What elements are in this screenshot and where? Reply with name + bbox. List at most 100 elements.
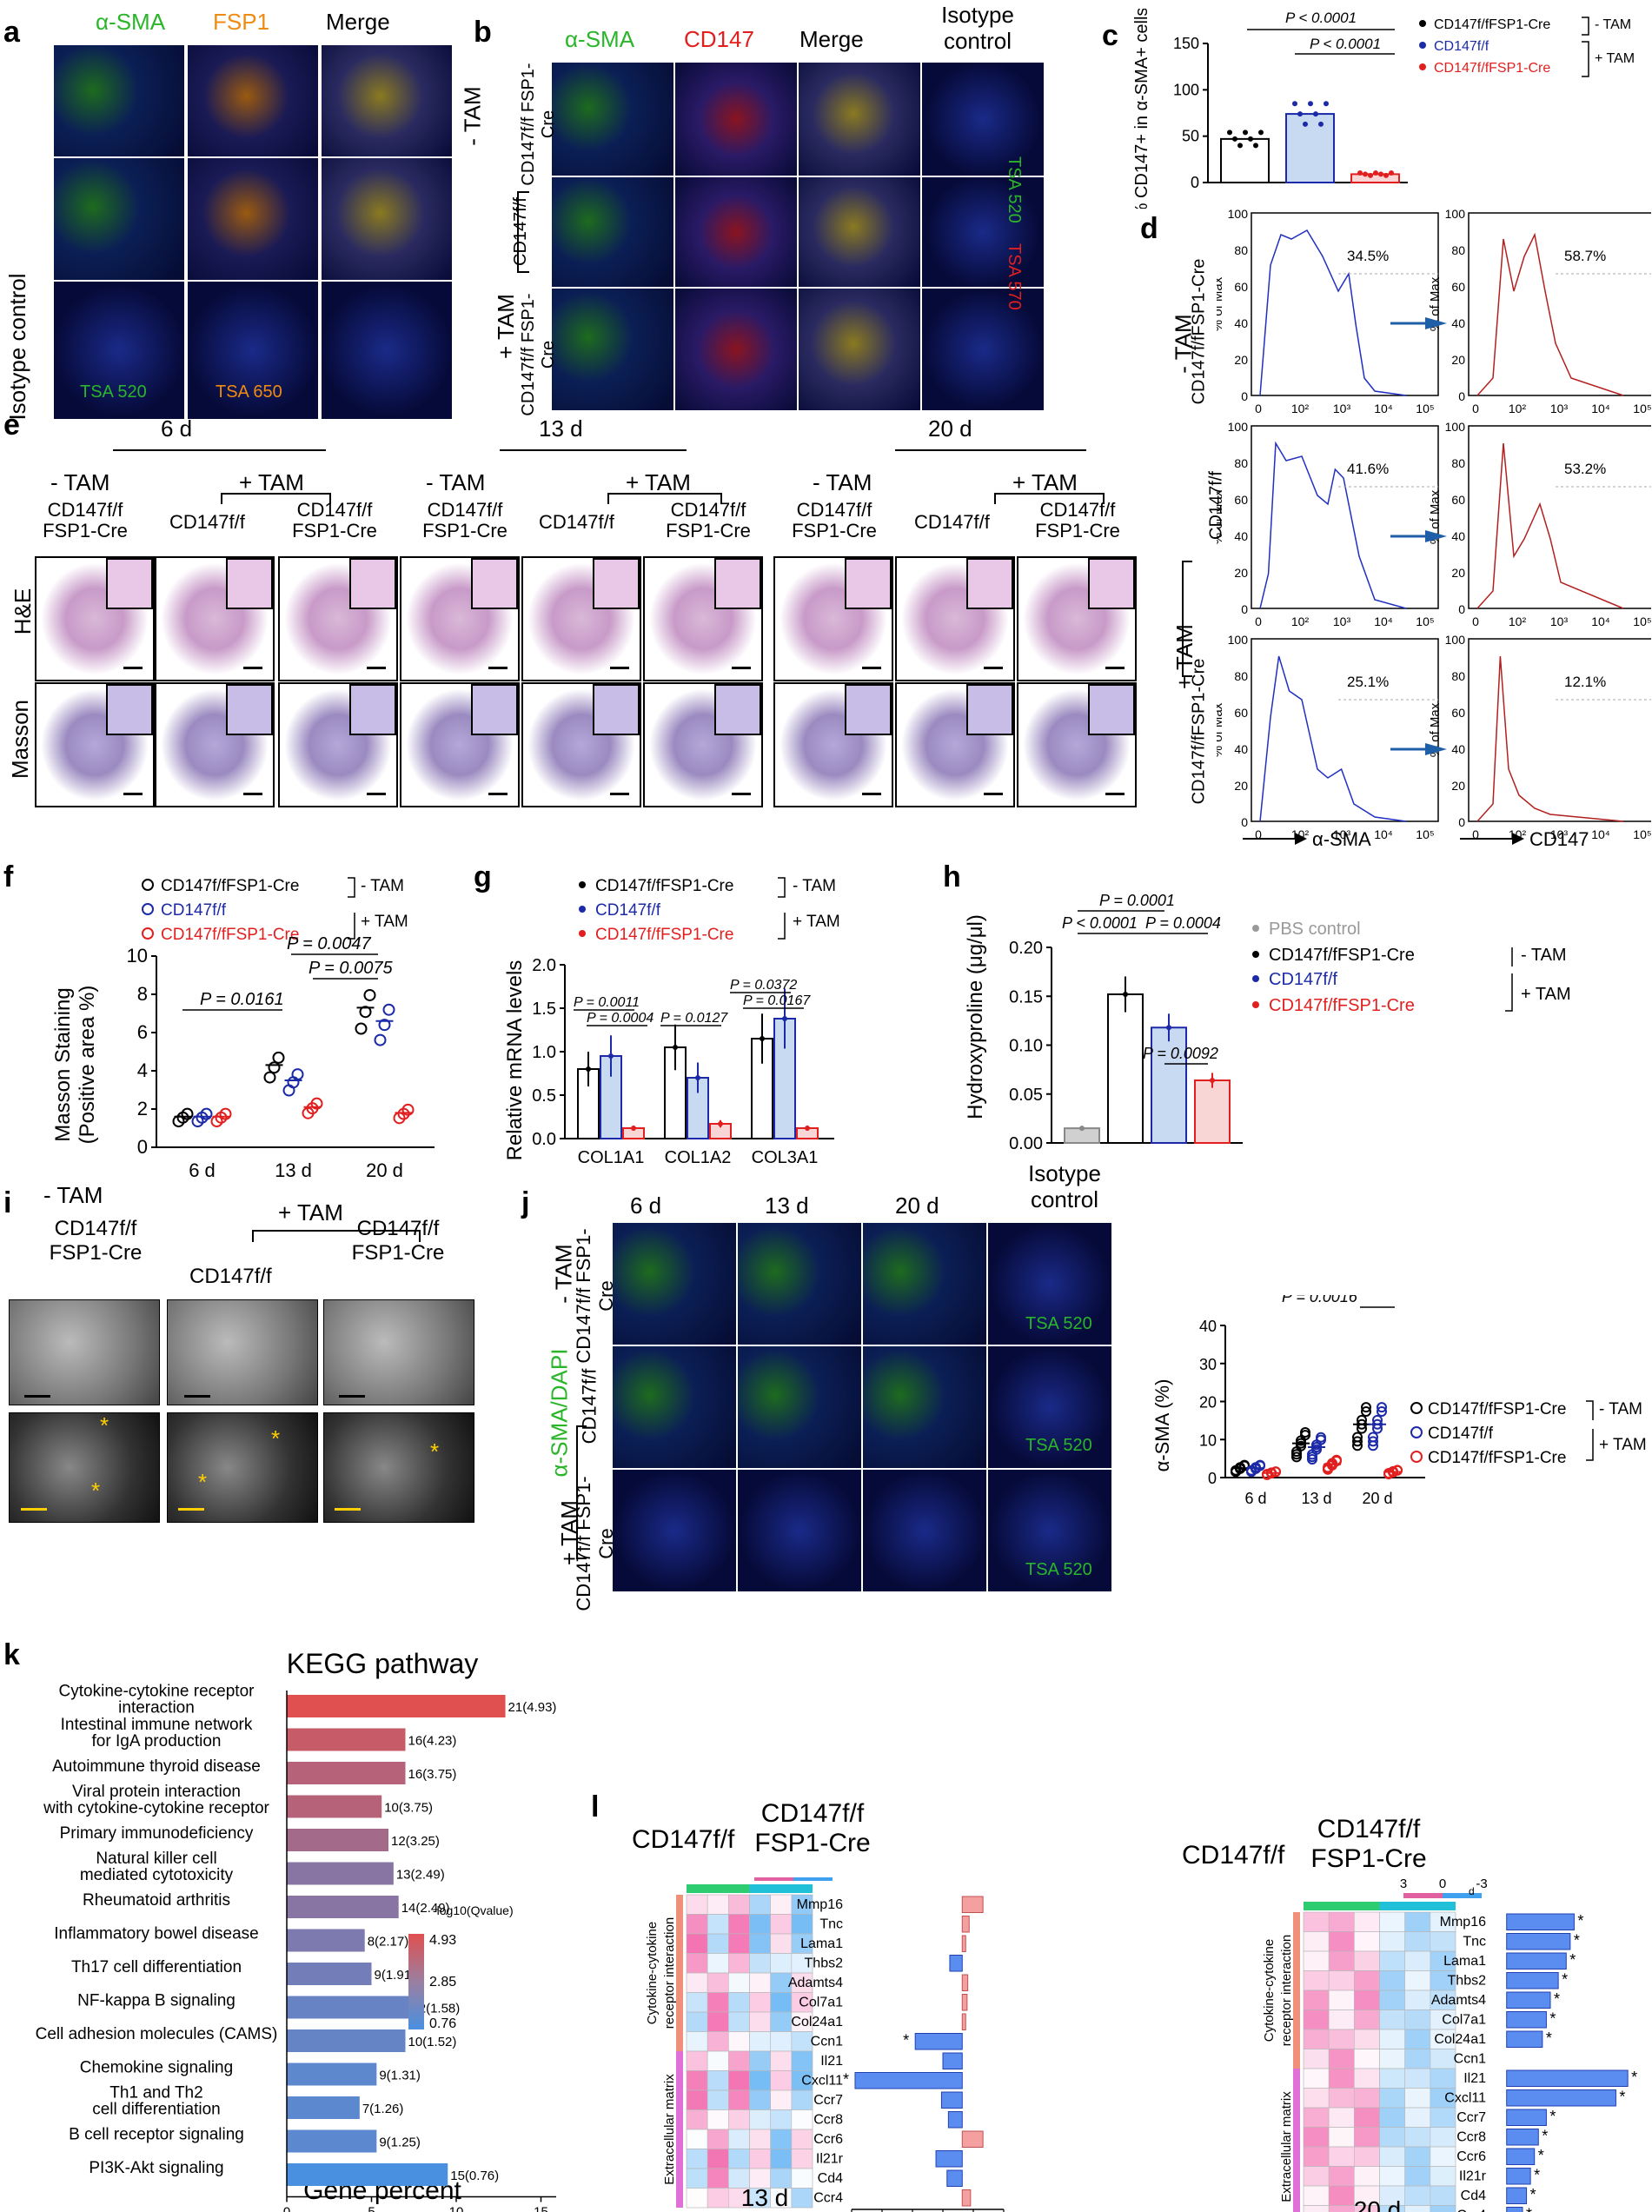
l-bar <box>1506 2089 1616 2107</box>
l-cell <box>686 1914 708 1935</box>
g-point <box>760 1036 765 1041</box>
e-notam-3: - TAM <box>813 469 872 495</box>
c-point <box>1313 111 1318 117</box>
j-legend-1: CD147f/fFSP1-Cre <box>1428 1400 1566 1418</box>
j-legend: CD147f/fFSP1-Cre CD147f/f CD147f/fFSP1-C… <box>1410 1400 1647 1467</box>
l-cell <box>1328 2068 1355 2089</box>
k-bar <box>287 1829 388 1851</box>
c-bar <box>1285 113 1335 183</box>
l-cell <box>707 2050 729 2071</box>
a-img-merge-zoom <box>320 156 454 282</box>
i-tam: + TAM <box>278 1199 343 1226</box>
chart-l: Cytokine-cytokine receptor interactionExt… <box>645 1877 1637 2212</box>
e-g3-b: CD147f/f FSP1-Cre <box>666 499 751 541</box>
data-point <box>1311 1439 1322 1451</box>
l-cell <box>1430 2049 1456 2069</box>
xtick-label: 20 d <box>1362 1490 1392 1507</box>
l-cell <box>770 2070 793 2091</box>
d-xtick: 10⁵ <box>1416 402 1434 415</box>
k-category: interaction <box>118 1699 195 1717</box>
g-point <box>695 1075 700 1080</box>
b-tam-bracket <box>517 191 529 273</box>
k-bar-label: 21(4.93) <box>508 1700 556 1715</box>
c-annot-1: P < 0.0001 <box>1285 10 1357 26</box>
k-category: with cytokine-cytokine receptor <box>43 1799 269 1817</box>
a-tsa520: TSA 520 <box>80 382 147 402</box>
l-cell <box>770 1914 793 1935</box>
ytick-label: 0 <box>1208 1470 1217 1487</box>
l-cell <box>1379 2009 1405 2030</box>
l-cell <box>1354 2088 1380 2109</box>
l-cell <box>1379 1931 1405 1952</box>
e-g2-a: CD147f/f <box>169 511 245 533</box>
e-inset <box>349 558 396 609</box>
l-sig: * <box>1549 2108 1556 2125</box>
l-cell <box>707 2070 729 2091</box>
e-img-1-2 <box>278 682 398 807</box>
l-cell <box>1328 2127 1355 2148</box>
l-cell <box>1303 2127 1330 2148</box>
d-xtick: 10³ <box>1550 402 1569 415</box>
d-ytick: 0 <box>1458 602 1465 616</box>
data-point <box>359 1006 372 1019</box>
l-cell <box>728 2109 750 2130</box>
h-point <box>1123 992 1128 997</box>
c-point <box>1292 101 1297 107</box>
data-point <box>1377 1406 1387 1418</box>
l-cell <box>1379 2049 1405 2069</box>
l-gene: Ccr8 <box>1456 2130 1486 2145</box>
l-cell <box>749 1992 771 2013</box>
d-xtick: 10⁴ <box>1374 402 1393 415</box>
l-cell <box>1328 2205 1355 2212</box>
g-ytick-label: 0.5 <box>532 1086 556 1106</box>
data-point <box>1307 1449 1317 1460</box>
f-legend-1: CD147f/fFSP1-Cre <box>161 877 299 895</box>
g-ytick-label: 1.5 <box>532 1000 556 1019</box>
i-star-5: * <box>430 1438 440 1465</box>
e-header <box>113 449 1105 504</box>
d-frame <box>1251 425 1439 609</box>
ytick-label: 10 <box>127 945 148 967</box>
e-img-0-0 <box>35 556 155 681</box>
l-cell <box>1430 2166 1456 2187</box>
k-xtick-label: 5 <box>368 2205 375 2212</box>
l-sig: * <box>1534 2167 1540 2184</box>
d-ytick: 60 <box>1451 706 1465 720</box>
ytick-label: 8 <box>137 983 148 1005</box>
e-scalebar <box>243 793 262 795</box>
d-ytick: 80 <box>1451 456 1465 470</box>
i-bracket <box>252 1230 421 1242</box>
l-cell <box>1404 1970 1431 1991</box>
l-title-13d: 13 d <box>741 2184 789 2211</box>
ytick-label: 20 <box>1199 1394 1217 1412</box>
e-inset <box>226 558 273 609</box>
d-curve <box>1476 655 1624 822</box>
a-tsa650: TSA 650 <box>216 382 282 402</box>
l-cell <box>749 2109 771 2130</box>
i-em-1-2 <box>167 1299 318 1405</box>
i-scale-3 <box>339 1395 365 1398</box>
l-bar <box>949 1955 963 1972</box>
k-bar-label: 16(3.75) <box>408 1767 457 1782</box>
l-cell <box>686 2089 708 2110</box>
i-em-1-1 <box>9 1299 160 1405</box>
l-cell <box>728 1894 750 1915</box>
e-scalebar <box>862 793 881 795</box>
l-cell <box>1328 2009 1355 2030</box>
k-category: PI3K-Akt signaling <box>89 2159 223 2177</box>
ytick-label: 2 <box>137 1098 148 1119</box>
j-img-3-3 <box>861 1468 988 1593</box>
d-xtick: 10³ <box>1333 402 1351 415</box>
chart-j: α-SMA (%) CD147f/fFSP1-Cre CD147f/f CD14… <box>1151 1295 1647 1507</box>
h-legend-pbs: PBS control <box>1269 920 1361 939</box>
k-bar-label: 12(3.25) <box>391 1834 440 1849</box>
h-point <box>1210 1078 1215 1083</box>
l-cell <box>791 2109 813 2130</box>
l-cell <box>749 2089 771 2110</box>
l-cell <box>707 2031 729 2052</box>
h-legend-notam: - TAM <box>1521 946 1567 965</box>
l-cell <box>770 1953 793 1974</box>
d-ytick: 0 <box>1458 815 1465 829</box>
panel-letter-k: k <box>3 1638 20 1671</box>
l-bar <box>961 1896 984 1913</box>
